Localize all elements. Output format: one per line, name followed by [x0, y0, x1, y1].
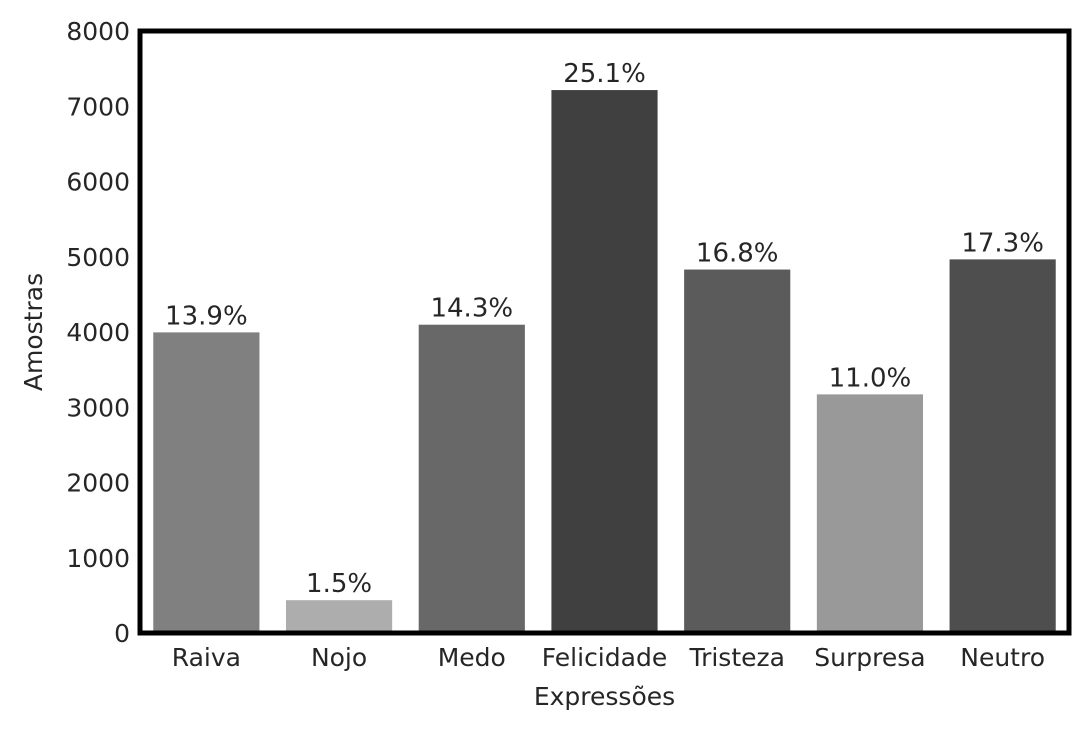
data-label-felicidade: 25.1% — [563, 59, 646, 89]
bar-medo — [418, 324, 525, 633]
bar-surpresa — [816, 394, 924, 633]
bar-nojo — [285, 600, 393, 633]
y-tick-label: 4000 — [66, 318, 130, 347]
data-label-raiva: 13.9% — [165, 301, 248, 331]
bar-neutro — [949, 259, 1056, 633]
bar-tristeza — [684, 269, 791, 633]
y-tick-label: 2000 — [66, 469, 130, 498]
x-tick-label-raiva: Raiva — [172, 643, 241, 672]
y-tick-label: 6000 — [66, 168, 130, 197]
data-label-tristeza: 16.8% — [696, 239, 779, 269]
y-tick-label: 7000 — [66, 92, 130, 121]
x-tick-label-tristeza: Tristeza — [688, 643, 784, 672]
y-tick-label: 3000 — [66, 393, 130, 422]
data-label-surpresa: 11.0% — [829, 363, 912, 393]
data-labels-layer: 13.9% 1.5% 14.3% 25.1% 16.8% 11.0% 17.3% — [165, 59, 1044, 599]
x-tick-label-felicidade: Felicidade — [542, 643, 667, 672]
data-label-nojo: 1.5% — [306, 569, 372, 599]
y-tick-label: 8000 — [66, 17, 130, 46]
bars-layer — [153, 90, 1056, 634]
y-tick-label: 5000 — [66, 243, 130, 272]
plot-frame — [137, 28, 1072, 636]
x-tick-label-neutro: Neutro — [960, 643, 1045, 672]
bar-raiva — [153, 332, 260, 633]
x-axis-ticks: Raiva Nojo Medo Felicidade Tristeza Surpresa N… — [172, 643, 1045, 672]
x-tick-label-medo: Medo — [438, 643, 506, 672]
y-axis-ticks: 0 1000 2000 3000 4000 5000 6000 7000 8000 — [66, 17, 130, 648]
x-tick-label-surpresa: Surpresa — [814, 643, 925, 672]
y-axis-title: Amostras — [19, 273, 48, 391]
bar-felicidade — [551, 90, 658, 634]
data-label-medo: 14.3% — [430, 294, 513, 324]
y-tick-label: 1000 — [66, 544, 130, 573]
x-axis-title: Expressões — [534, 682, 675, 711]
x-tick-label-nojo: Nojo — [311, 643, 367, 672]
data-label-neutro: 17.3% — [961, 228, 1044, 258]
y-tick-label: 0 — [114, 619, 130, 648]
